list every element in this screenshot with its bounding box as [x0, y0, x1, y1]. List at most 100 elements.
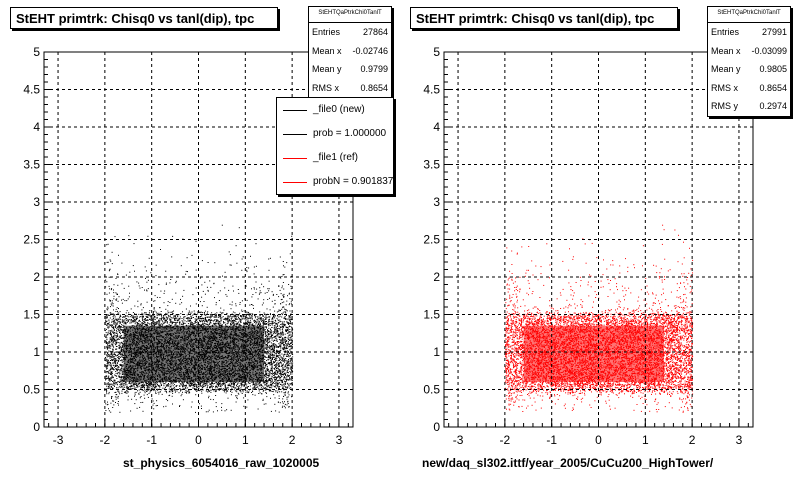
data-point: [118, 353, 120, 355]
data-point: [147, 386, 149, 388]
data-point: [251, 317, 253, 319]
data-point: [243, 322, 245, 324]
data-point: [154, 325, 156, 327]
data-point: [193, 383, 195, 385]
data-point: [267, 368, 269, 370]
data-point: [182, 387, 184, 389]
data-point: [240, 384, 242, 386]
data-point: [149, 314, 151, 316]
data-point: [120, 376, 122, 378]
data-point: [260, 317, 262, 319]
data-point: [251, 392, 253, 393]
data-point: [263, 349, 265, 351]
data-point: [264, 323, 266, 325]
data-point: [137, 382, 139, 384]
data-point: [146, 394, 148, 396]
data-point: [106, 341, 107, 343]
data-point: [175, 292, 177, 294]
data-point: [108, 375, 110, 377]
data-point: [112, 316, 114, 318]
data-point: [154, 386, 156, 388]
data-point: [288, 304, 290, 306]
data-point: [261, 320, 263, 322]
data-point: [184, 320, 186, 322]
data-point: [288, 372, 289, 374]
data-point: [152, 317, 154, 319]
data-point: [272, 380, 274, 382]
data-point: [153, 321, 155, 323]
data-point: [268, 280, 270, 282]
data-point: [269, 318, 270, 320]
data-point: [123, 382, 125, 384]
data-point: [173, 387, 175, 389]
data-point: [228, 383, 230, 385]
data-point: [108, 387, 110, 389]
data-point: [248, 317, 250, 319]
data-point: [158, 324, 160, 326]
data-point: [283, 354, 285, 356]
data-point: [270, 361, 272, 363]
data-point: [106, 393, 108, 395]
data-point: [140, 324, 142, 326]
data-point: [283, 377, 285, 379]
data-point: [246, 390, 248, 392]
data-point: [241, 383, 243, 384]
data-point: [119, 352, 120, 354]
data-point: [278, 370, 280, 372]
data-point: [280, 340, 282, 342]
data-point: [116, 307, 118, 309]
data-point: [265, 373, 267, 375]
data-point: [278, 310, 280, 312]
data-point: [265, 316, 267, 318]
data-point: [231, 387, 233, 389]
data-point: [113, 328, 115, 330]
data-point: [210, 391, 212, 393]
data-point: [235, 314, 237, 316]
data-point: [105, 357, 106, 359]
data-point: [120, 369, 122, 371]
data-point: [115, 337, 117, 339]
data-point: [227, 386, 229, 388]
data-point: [165, 405, 167, 407]
data-point: [111, 334, 112, 336]
data-point: [224, 385, 226, 387]
data-point: [287, 396, 289, 398]
data-point: [133, 316, 135, 318]
data-point: [272, 372, 274, 374]
data-point: [130, 320, 132, 322]
data-point: [279, 321, 281, 323]
data-point: [253, 382, 255, 384]
data-point: [268, 288, 270, 290]
data-point: [255, 382, 257, 384]
data-point: [284, 348, 286, 349]
data-point: [276, 340, 278, 342]
data-point: [282, 261, 284, 262]
data-point: [267, 357, 269, 359]
data-point: [284, 393, 286, 395]
data-point: [272, 331, 274, 333]
data-point: [266, 374, 268, 376]
data-point: [234, 315, 236, 316]
data-point: [190, 319, 192, 321]
data-point: [235, 245, 237, 247]
data-point: [280, 380, 282, 382]
data-point: [172, 313, 174, 315]
data-point: [109, 364, 111, 366]
data-point: [285, 318, 286, 320]
data-point: [291, 326, 293, 328]
data-point: [266, 368, 268, 369]
data-point: [289, 358, 291, 360]
data-point: [262, 302, 264, 304]
data-point: [155, 392, 157, 394]
data-point: [281, 325, 283, 327]
data-point: [270, 350, 272, 352]
data-point: [114, 320, 116, 322]
data-point: [127, 399, 129, 401]
data-point: [287, 392, 289, 394]
data-point: [252, 394, 254, 396]
data-point: [146, 390, 148, 392]
data-point: [113, 322, 115, 324]
data-point: [111, 325, 113, 327]
data-point: [138, 389, 140, 391]
data-point: [283, 274, 285, 275]
